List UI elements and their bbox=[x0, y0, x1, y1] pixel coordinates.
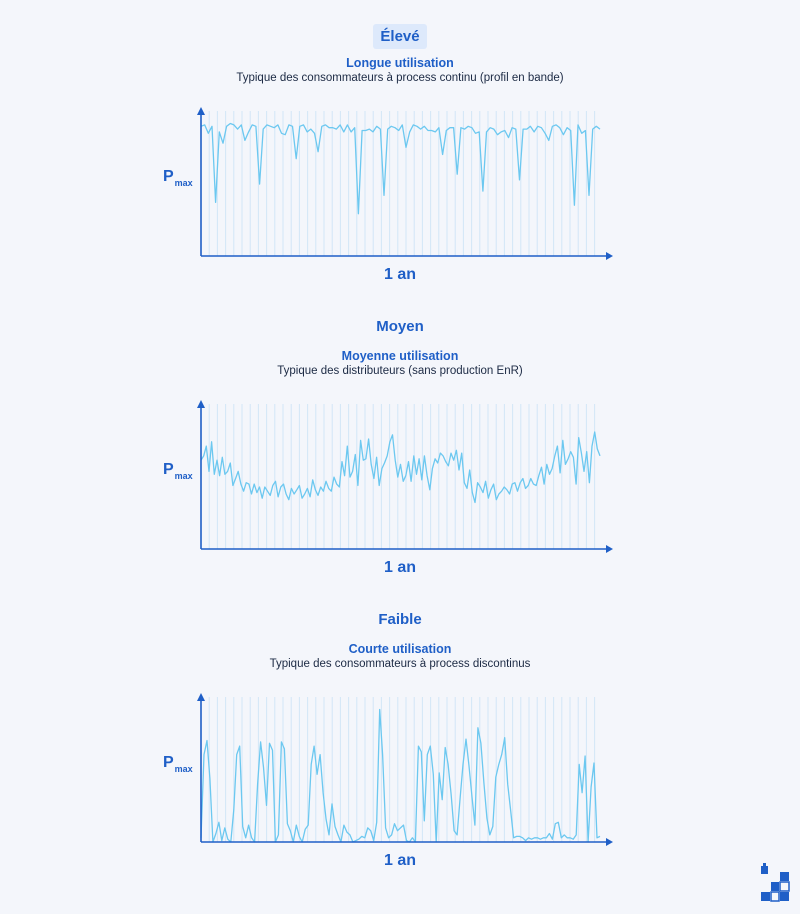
grid bbox=[208, 697, 596, 842]
chart-eleve: Pmax 1 an bbox=[163, 107, 613, 283]
panel-1-description: Typique des consommateurs à process cont… bbox=[236, 72, 564, 84]
chart-faible: Pmax 1 an bbox=[163, 693, 613, 869]
y-axis-label: Pmax bbox=[163, 754, 193, 774]
y-axis-label-main: P bbox=[163, 754, 174, 771]
chart-moyen: Pmax 1 an bbox=[163, 400, 613, 576]
x-axis-label: 1 an bbox=[384, 852, 416, 869]
y-axis-arrow bbox=[197, 693, 205, 701]
y-axis-label: Pmax bbox=[163, 461, 193, 481]
x-axis-arrow bbox=[606, 545, 613, 553]
y-axis-label-main: P bbox=[163, 461, 174, 478]
panel-2-level: Moyen bbox=[376, 318, 424, 335]
series-line bbox=[200, 122, 601, 215]
panel-3-subtitle: Courte utilisation bbox=[348, 642, 452, 656]
x-axis-arrow bbox=[606, 252, 613, 260]
y-axis-label: Pmax bbox=[163, 168, 193, 188]
y-axis-label-main: P bbox=[163, 168, 174, 185]
panel-2-text: Moyenne utilisation Typique des distribu… bbox=[0, 349, 800, 377]
panel-1-text: Longue utilisation Typique des consommat… bbox=[0, 56, 800, 84]
panel-1-subtitle: Longue utilisation bbox=[346, 56, 454, 70]
logo-icon bbox=[761, 863, 790, 902]
y-axis-label-sub: max bbox=[175, 178, 193, 188]
y-axis-arrow bbox=[197, 400, 205, 408]
panel-2-header: Moyen bbox=[0, 318, 800, 336]
x-axis-label: 1 an bbox=[384, 559, 416, 576]
x-axis-label: 1 an bbox=[384, 266, 416, 283]
series-line bbox=[200, 431, 601, 504]
panel-3-text: Courte utilisation Typique des consommat… bbox=[0, 642, 800, 670]
panel-3-header: Faible bbox=[0, 611, 800, 629]
panel-2-description: Typique des distributeurs (sans producti… bbox=[277, 365, 523, 377]
x-axis-arrow bbox=[606, 838, 613, 846]
panel-3-description: Typique des consommateurs à process disc… bbox=[269, 658, 531, 670]
series-line bbox=[200, 708, 601, 843]
panel-3-level: Faible bbox=[378, 611, 422, 628]
y-axis-label-sub: max bbox=[175, 764, 193, 774]
y-axis-arrow bbox=[197, 107, 205, 115]
panel-1-level: Élevé bbox=[373, 24, 427, 49]
y-axis-label-sub: max bbox=[175, 471, 193, 481]
panel-1-header: Élevé bbox=[0, 24, 800, 49]
grid bbox=[208, 111, 596, 256]
panel-2-subtitle: Moyenne utilisation bbox=[341, 349, 459, 363]
